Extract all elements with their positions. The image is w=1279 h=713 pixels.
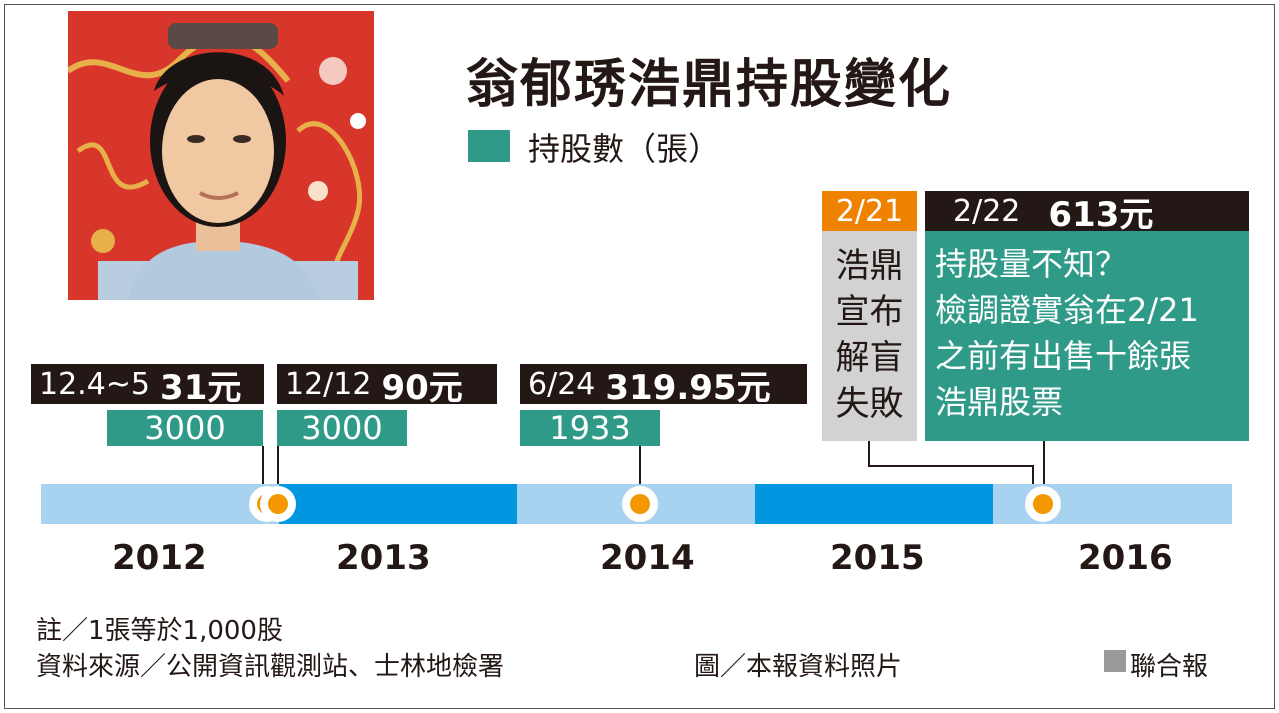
legend-swatch <box>468 130 510 162</box>
timeline-dot <box>1025 486 1061 522</box>
event-2-21-line: 解盲 <box>835 338 904 378</box>
timeline-segment-2012 <box>41 484 279 524</box>
frame-border <box>4 4 1275 709</box>
brand-square-icon <box>1104 650 1126 672</box>
timeline-dot <box>260 486 296 522</box>
event-2-22-line: 檢調證實翁在2/21 <box>935 291 1199 329</box>
event-2-22-line: 之前有出售十餘張 <box>935 337 1192 375</box>
connector-line <box>868 465 1034 467</box>
event-price: 613元 <box>1048 194 1154 235</box>
event-date: 6/24 <box>528 366 596 402</box>
event-shares-2: 3000 <box>277 409 407 447</box>
photo-credit: 圖／本報資料照片 <box>694 652 903 682</box>
event-2-22-line: 持股量不知？ <box>935 245 1128 283</box>
year-label: 2013 <box>336 538 431 578</box>
event-2-22-line: 浩鼎股票 <box>935 383 1064 421</box>
event-shares-3: 1933 <box>520 409 660 447</box>
event-shares-1: 3000 <box>107 409 263 447</box>
event-date-2-21: 2/21 <box>822 191 917 231</box>
event-label-1: 12.4~5 31元 <box>31 364 264 408</box>
event-2-22-box: 持股量不知？ 檢調證實翁在2/21 之前有出售十餘張 浩鼎股票 <box>925 231 1249 441</box>
event-2-21-line: 浩鼎 <box>835 246 904 286</box>
connector-line <box>262 446 264 490</box>
event-2-21-box: 浩鼎 宣布 解盲 失敗 <box>822 231 917 441</box>
portrait-photo <box>68 11 374 300</box>
brand-name: 聯合報 <box>1130 652 1209 682</box>
chart-title: 翁郁琇浩鼎持股變化 <box>466 55 953 115</box>
year-label: 2012 <box>112 538 207 578</box>
timeline-segment-2013 <box>279 484 517 524</box>
timeline-dot <box>622 486 658 522</box>
year-label: 2014 <box>600 538 695 578</box>
event-label-2: 12/12 90元 <box>277 364 497 408</box>
event-date: 12/12 <box>285 366 372 402</box>
data-source: 資料來源／公開資訊觀測站、士林地檢署 <box>36 652 505 682</box>
event-date: 12.4~5 <box>39 366 151 402</box>
connector-line <box>277 446 279 490</box>
event-price: 90元 <box>381 367 463 408</box>
event-label-3: 6/24 319.95元 <box>520 364 807 408</box>
event-price: 319.95元 <box>605 367 771 408</box>
event-price: 31元 <box>160 367 242 408</box>
timeline-segment-2015 <box>755 484 993 524</box>
event-2-21-line: 宣布 <box>835 292 904 332</box>
year-label: 2016 <box>1078 538 1173 578</box>
event-label-2-22: 2/22 613元 <box>925 191 1249 235</box>
connector-line <box>1032 465 1034 490</box>
connector-line <box>868 441 870 467</box>
connector-line <box>1043 441 1045 490</box>
event-date: 2/22 <box>953 193 1021 229</box>
year-label: 2015 <box>830 538 925 578</box>
event-2-21-line: 失敗 <box>835 384 904 424</box>
connector-line <box>639 446 641 490</box>
legend-label: 持股數（張） <box>528 130 721 168</box>
footnote: 註／1張等於1,000股 <box>36 616 283 646</box>
